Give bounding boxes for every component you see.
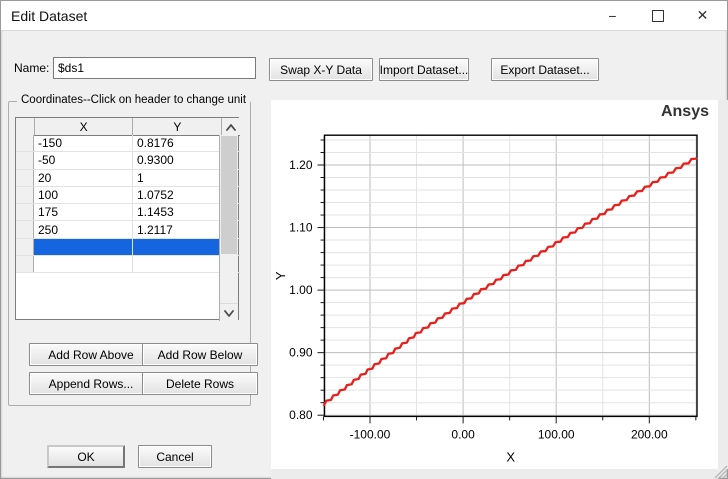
svg-text:1.10: 1.10 bbox=[289, 221, 313, 235]
svg-text:0.80: 0.80 bbox=[289, 408, 313, 422]
svg-text:1.20: 1.20 bbox=[289, 158, 313, 172]
svg-text:X: X bbox=[506, 449, 515, 464]
svg-text:0.00: 0.00 bbox=[451, 427, 475, 441]
svg-text:0.90: 0.90 bbox=[289, 346, 313, 360]
svg-text:1.00: 1.00 bbox=[289, 283, 313, 297]
svg-text:100.00: 100.00 bbox=[538, 427, 575, 441]
svg-text:Y: Y bbox=[273, 271, 288, 280]
svg-text:200.00: 200.00 bbox=[631, 427, 668, 441]
svg-text:-100.00: -100.00 bbox=[350, 427, 391, 441]
